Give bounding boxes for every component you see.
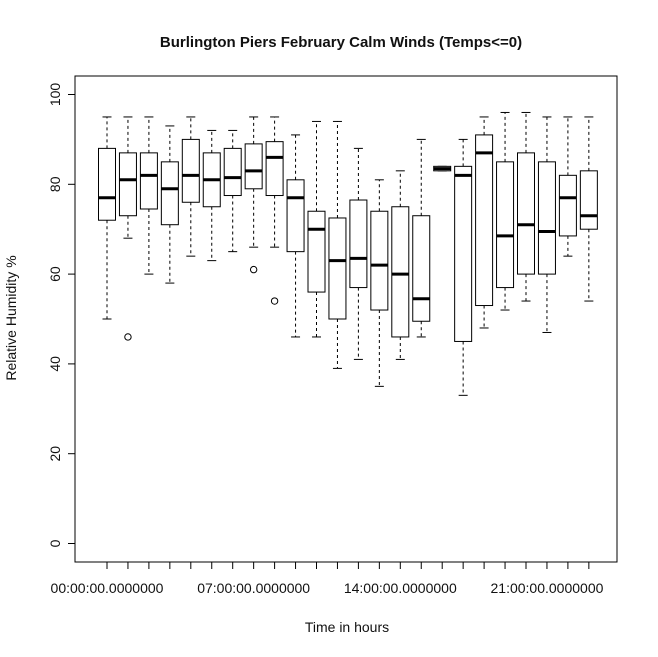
iqr-box	[118, 152, 137, 217]
iqr-box	[558, 174, 577, 237]
x-tick-label: 07:00:00.0000000	[197, 580, 310, 596]
x-axis-label: Time in hours	[305, 619, 389, 635]
iqr-box	[181, 138, 200, 203]
box-1	[98, 116, 116, 320]
box-10	[286, 134, 305, 338]
y-tick-label: 20	[47, 446, 63, 462]
iqr-box	[412, 215, 431, 322]
box-2	[118, 116, 137, 341]
y-tick-label: 40	[47, 356, 63, 372]
box-12	[328, 120, 347, 369]
y-axis-label: Relative Humidity %	[3, 255, 19, 380]
y-tick-label: 60	[47, 266, 63, 282]
box-24	[579, 116, 598, 302]
iqr-box	[328, 217, 347, 320]
box-19	[475, 116, 494, 329]
box-22	[537, 116, 556, 333]
iqr-box	[223, 147, 242, 197]
box-series	[98, 111, 598, 396]
iqr-box	[265, 141, 284, 197]
y-tick-label: 100	[47, 83, 63, 107]
iqr-box	[454, 165, 473, 342]
iqr-box	[160, 161, 179, 226]
y-axis: 0 20 40 60 80 100	[47, 83, 76, 547]
box-6	[202, 129, 221, 262]
outlier-point	[124, 333, 132, 341]
iqr-box	[139, 152, 158, 210]
box-11	[307, 120, 326, 338]
box-9	[265, 116, 284, 305]
iqr-box	[496, 161, 515, 289]
box-17	[433, 165, 452, 172]
iqr-box	[349, 199, 368, 289]
iqr-box	[244, 143, 263, 190]
box-13	[349, 147, 368, 360]
box-14	[370, 179, 389, 387]
box-7	[223, 129, 242, 253]
iqr-box	[98, 147, 116, 221]
box-4	[160, 125, 179, 284]
iqr-box	[537, 161, 556, 275]
iqr-box	[286, 179, 305, 253]
x-tick-label: 00:00:00.0000000	[51, 580, 164, 596]
iqr-box	[579, 170, 598, 230]
box-23	[558, 116, 577, 257]
iqr-box	[370, 210, 389, 311]
y-tick-label: 0	[47, 539, 63, 547]
box-16	[412, 138, 431, 338]
box-18	[454, 138, 473, 396]
chart-title: Burlington Piers February Calm Winds (Te…	[160, 34, 522, 51]
outlier-point	[249, 265, 258, 274]
x-tick-label: 21:00:00.0000000	[491, 580, 604, 596]
box-5	[181, 116, 200, 257]
x-axis: 00:00:00.0000000 07:00:00.0000000 14:00:00…	[51, 561, 604, 596]
box-20	[496, 111, 515, 311]
iqr-box	[391, 206, 410, 338]
box-8	[244, 116, 263, 274]
x-tick-label: 14:00:00.0000000	[344, 580, 457, 596]
iqr-box	[307, 210, 326, 293]
iqr-box	[475, 134, 494, 307]
iqr-box	[517, 152, 535, 275]
box-21	[517, 111, 535, 302]
outlier-point	[270, 297, 279, 305]
box-3	[139, 116, 158, 275]
y-tick-label: 80	[47, 176, 63, 192]
box-15	[391, 170, 410, 360]
